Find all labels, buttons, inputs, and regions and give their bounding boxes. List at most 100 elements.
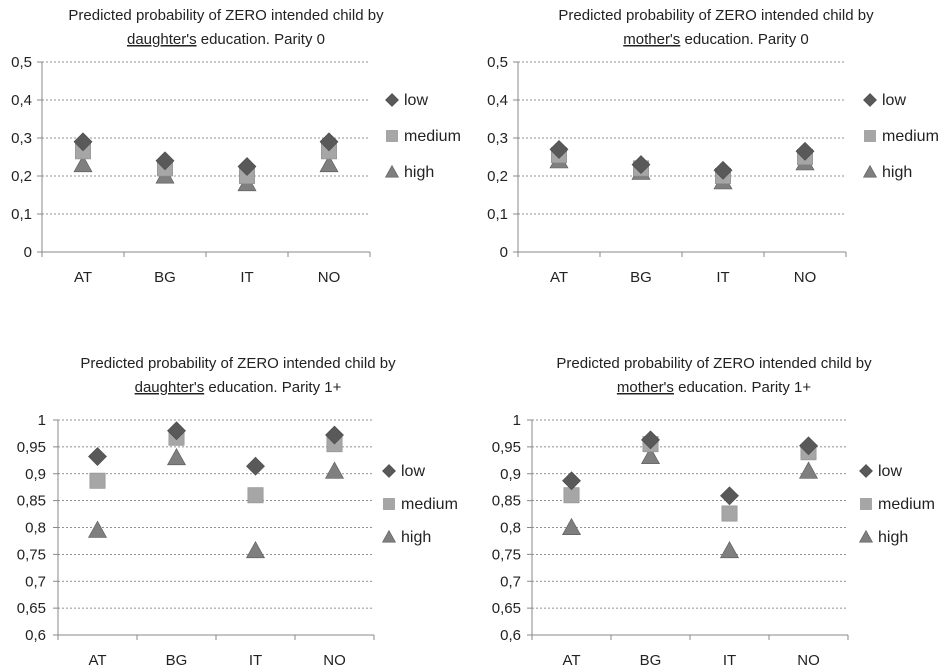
x-category-label: NO [318,269,341,286]
y-tick-label: 0,85 [492,493,521,510]
y-tick-label: 0,7 [500,573,521,590]
title-underlined-word: daughter's [127,31,197,48]
legend-label-high: high [878,529,908,546]
y-tick-label: 0,9 [500,466,521,483]
chart-title-line1: Predicted probability of ZERO intended c… [556,355,872,372]
data-point-low [73,132,93,152]
data-point-medium [89,472,106,489]
chart-panel-3: Predicted probability of ZERO intended c… [17,355,458,669]
x-category-label: NO [794,269,817,286]
data-point-high [245,540,266,559]
data-point-medium [247,487,264,504]
legend-marker-high [862,164,878,178]
y-tick-label: 0,1 [11,206,32,223]
data-point-low [549,139,569,159]
y-tick-label: 0,65 [17,600,46,617]
y-tick-label: 0,2 [11,168,32,185]
x-category-label: IT [716,269,729,286]
data-point-low [720,486,739,506]
legend-label-medium: medium [401,496,458,513]
y-tick-label: 0,6 [500,627,521,644]
y-tick-label: 0,95 [17,439,46,456]
chart-title-line2: mother's education. Parity 0 [623,31,808,48]
x-category-label: IT [240,269,253,286]
x-category-label: BG [630,269,652,286]
title-rest: education. Parity 1+ [204,379,341,396]
data-point-low [631,155,651,175]
data-point-high [561,517,582,536]
y-tick-label: 0,85 [17,493,46,510]
x-category-label: IT [723,652,736,669]
y-tick-label: 0,2 [487,168,508,185]
data-point-low [88,447,107,466]
x-category-label: BG [154,269,176,286]
legend-marker-low [859,464,873,478]
y-tick-label: 0,95 [492,439,521,456]
data-point-low [562,471,581,491]
legend-marker-high [384,164,400,178]
x-category-label: NO [797,652,820,669]
legend-label-medium: medium [878,496,935,513]
y-tick-label: 0,4 [487,92,508,109]
legend-marker-high [858,529,874,543]
data-point-low [795,141,815,161]
title-rest: education. Parity 0 [680,31,808,48]
legend-marker-low [385,93,399,107]
data-point-high [73,154,93,173]
y-tick-label: 0,8 [25,520,46,537]
legend-label-low: low [401,463,425,480]
data-point-low [246,456,265,476]
chart-panel-2: Predicted probability of ZERO intended c… [487,7,939,286]
data-point-high [640,446,661,465]
data-point-low [799,436,818,456]
legend-label-low: low [882,92,906,109]
title-rest: education. Parity 0 [197,31,325,48]
x-category-label: AT [550,269,568,286]
chart-panel-1: Predicted probability of ZERO intended c… [11,7,461,286]
data-point-low [155,151,175,171]
x-category-label: AT [74,269,92,286]
chart-panel-4: Predicted probability of ZERO intended c… [492,355,935,669]
legend-label-high: high [404,164,434,181]
legend-label-low: low [878,463,902,480]
data-point-high [87,520,108,538]
legend-label-low: low [404,92,428,109]
x-category-label: BG [640,652,662,669]
title-underlined-word: mother's [623,31,680,48]
y-tick-label: 0,65 [492,600,521,617]
data-point-low [237,157,257,176]
data-point-high [798,461,819,479]
y-tick-label: 0,1 [487,206,508,223]
x-category-label: NO [323,652,346,669]
y-tick-label: 0,4 [11,92,32,109]
y-tick-label: 0,3 [11,130,32,147]
data-point-low [325,425,344,445]
legend-label-high: high [401,529,431,546]
y-tick-label: 0,6 [25,627,46,644]
y-tick-label: 0,5 [11,54,32,71]
x-category-label: IT [249,652,262,669]
legend-marker-medium [383,498,395,510]
chart-title-line1: Predicted probability of ZERO intended c… [558,7,874,24]
chart-title-line1: Predicted probability of ZERO intended c… [68,7,384,24]
y-tick-label: 0,75 [492,546,521,563]
y-tick-label: 0,9 [25,466,46,483]
y-tick-label: 1 [38,412,46,429]
data-point-medium [721,505,738,522]
data-point-high [166,448,187,466]
legend-marker-medium [864,130,876,142]
y-tick-label: 0,3 [487,130,508,147]
title-rest: education. Parity 1+ [674,379,811,396]
legend-label-high: high [882,164,912,181]
y-tick-label: 1 [513,412,521,429]
data-point-low [319,132,339,152]
title-underlined-word: daughter's [135,379,205,396]
legend-label-medium: medium [404,128,461,145]
x-category-label: AT [88,652,106,669]
legend-label-medium: medium [882,128,939,145]
title-underlined-word: mother's [617,379,674,396]
legend-marker-low [382,464,396,478]
chart-title-line1: Predicted probability of ZERO intended c… [80,355,396,372]
y-tick-label: 0 [500,244,508,261]
